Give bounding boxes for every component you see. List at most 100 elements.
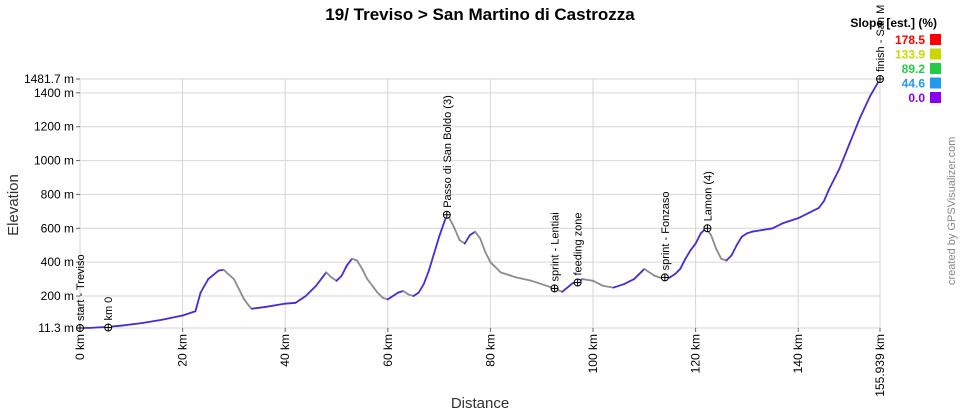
legend-entry-label: 44.6 <box>902 77 926 91</box>
waypoint-label: km 0 <box>103 297 115 321</box>
profile-segment <box>381 296 389 301</box>
x-tick-label: 60 km <box>381 334 395 367</box>
profile-segment <box>194 291 202 313</box>
profile-segment <box>479 237 487 253</box>
profile-segment <box>458 239 466 245</box>
waypoint-label: start - Treviso <box>75 254 87 321</box>
legend-entry-label: 0.0 <box>908 91 925 105</box>
x-tick-label: 120 km <box>689 334 703 373</box>
profile-segment <box>643 268 656 277</box>
waypoint: sprint - Fonzaso <box>660 192 672 282</box>
profile-segment <box>710 234 718 250</box>
profile-segment <box>412 291 420 297</box>
profile-segment <box>735 235 743 247</box>
waypoint-label: Passo di San Boldo (3) <box>442 95 454 208</box>
profile-segment <box>515 276 533 282</box>
x-tick-label: 40 km <box>278 334 292 367</box>
profile-segment <box>376 291 384 299</box>
profile-segment <box>838 142 851 170</box>
profile-segment <box>330 276 338 282</box>
waypoint: km 0 <box>103 297 115 332</box>
y-tick-label: 1481.7 m <box>24 72 74 86</box>
y-tick-label: 600 m <box>41 221 74 235</box>
profile-segment <box>725 254 733 262</box>
profile-segment <box>848 117 861 145</box>
grid <box>79 78 881 329</box>
waypoint-label: sprint - Fonzaso <box>660 192 672 271</box>
profile-segment <box>284 301 297 305</box>
profile-segment <box>120 322 143 327</box>
profile-segment <box>822 188 830 203</box>
legend-swatch <box>930 48 941 60</box>
waypoint: sprint - Lentiai <box>550 212 562 293</box>
profile-segment <box>356 259 364 270</box>
y-axis-title: Elevation <box>5 174 22 236</box>
profile-segment <box>397 290 405 294</box>
x-tick-label: 0 km <box>73 334 87 360</box>
plot-frame <box>79 78 881 329</box>
chart-title: 19/ Treviso > San Martino di Castrozza <box>325 5 635 24</box>
profile-segment <box>407 293 415 297</box>
profile-segment <box>207 269 220 281</box>
waypoint-label: sprint - Lentiai <box>550 212 562 281</box>
y-tick-label: 1200 m <box>34 120 74 134</box>
legend-swatch <box>930 34 941 45</box>
y-tick-label: 200 m <box>41 289 74 303</box>
legend-entry-label: 89.2 <box>902 62 926 76</box>
profile-segment <box>243 298 251 308</box>
profile-segment <box>761 227 774 231</box>
profile-segment <box>233 278 246 301</box>
profile-segment <box>222 268 235 281</box>
profile-segment <box>89 326 107 329</box>
profile-segment <box>612 283 625 289</box>
profile-segment <box>781 220 789 225</box>
y-tick-label: 400 m <box>41 255 74 269</box>
profile-segment <box>858 95 871 120</box>
profile-segment <box>263 302 287 308</box>
profile-segment <box>489 261 502 274</box>
legend-swatch <box>930 92 941 103</box>
profile-segment <box>315 271 328 287</box>
profile-segment <box>740 232 748 238</box>
profile-segment <box>684 249 692 260</box>
waypoint: Lamon (4) <box>702 171 714 233</box>
profile-segment <box>499 271 517 279</box>
profile-segment <box>561 282 574 293</box>
elevation-profile <box>79 78 881 329</box>
x-axis: 0 km 20 km 40 km 60 km 80 km 100 km 120 km 140 … <box>73 328 887 397</box>
profile-segment <box>453 227 461 242</box>
profile-segment <box>161 314 184 321</box>
y-tick-label: 1000 m <box>34 154 74 168</box>
profile-segment <box>427 252 435 272</box>
profile-segment <box>402 290 410 296</box>
profile-segment <box>828 168 841 191</box>
waypoint-label: Lamon (4) <box>702 171 714 221</box>
profile-segment <box>530 279 543 286</box>
profile-segment <box>140 318 163 325</box>
y-tick-label: 1400 m <box>34 86 74 100</box>
profile-segment <box>669 273 677 279</box>
profile-segment <box>181 310 197 317</box>
waypoint: finish - San M <box>875 5 887 83</box>
profile-segment <box>361 268 369 281</box>
waypoints: start - Treviso km 0 Passo di San Boldo (3… <box>75 5 887 332</box>
profile-segment <box>622 278 635 286</box>
profile-segment <box>417 283 425 294</box>
profile-segment <box>746 230 753 235</box>
x-tick-label: 100 km <box>586 334 600 373</box>
profile-segment <box>304 284 317 297</box>
x-axis-title: Distance <box>451 395 509 410</box>
profile-segment <box>422 269 430 286</box>
profile-segment <box>817 200 825 209</box>
y-axis: 11.3 m 200 m 400 m 600 m 800 m 1000 m 1200 m 14… <box>24 72 80 335</box>
profile-segment <box>730 244 738 257</box>
profile-segment <box>633 268 646 281</box>
profile-segment <box>448 217 456 230</box>
legend-swatch <box>930 63 941 74</box>
profile-segment <box>694 232 702 245</box>
profile-segment <box>720 257 728 262</box>
profile-segment <box>325 271 333 279</box>
legend-title: Slope [est.] (%) <box>850 16 937 30</box>
